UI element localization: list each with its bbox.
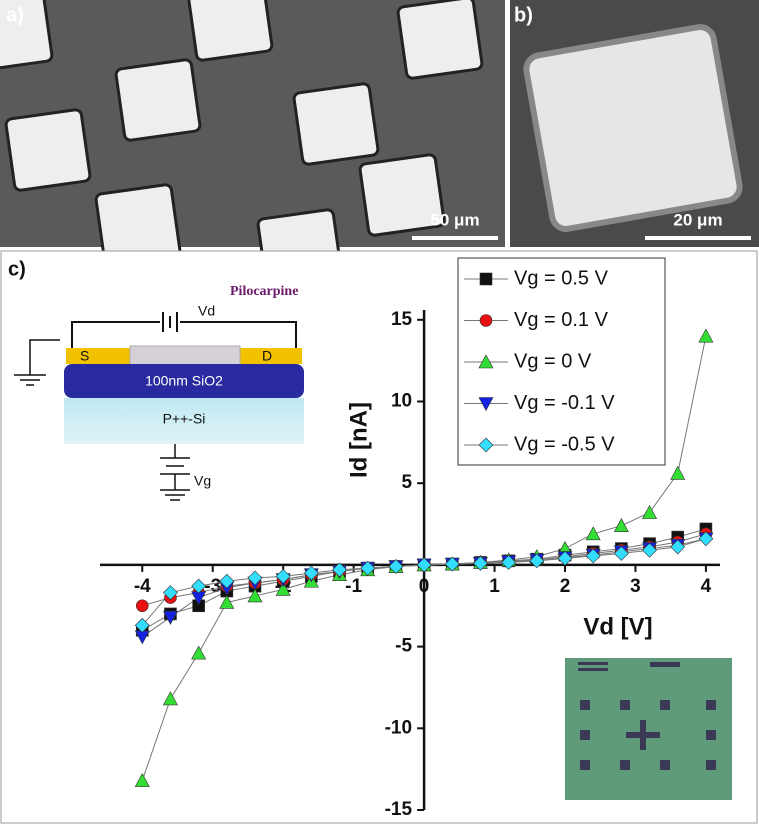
marker bbox=[478, 354, 494, 369]
marker bbox=[478, 397, 494, 412]
marker bbox=[670, 465, 686, 480]
wire bbox=[71, 321, 297, 348]
marker bbox=[529, 553, 545, 569]
marker bbox=[501, 555, 517, 570]
legend-label: Vg = 0.1 V bbox=[514, 309, 609, 331]
vg-label: Vg bbox=[194, 473, 211, 489]
marker bbox=[247, 588, 263, 603]
y-tick-label: 15 bbox=[391, 309, 413, 330]
marker bbox=[219, 573, 235, 589]
legend-label: Vg = 0 V bbox=[514, 350, 592, 372]
panel-label: b) bbox=[514, 4, 533, 26]
legend-label: Vg = -0.1 V bbox=[514, 392, 615, 414]
scale-bar bbox=[412, 236, 498, 240]
panel-a: a) 50 μm bbox=[0, 0, 505, 292]
y-axis-label: Id [nA] bbox=[345, 402, 372, 478]
optical-inset bbox=[565, 658, 732, 800]
marker bbox=[416, 557, 432, 573]
x-axis-label: Vd [V] bbox=[583, 613, 652, 640]
marker bbox=[275, 581, 291, 596]
molecule-label: Pilocarpine bbox=[230, 284, 298, 299]
scale-bar bbox=[645, 236, 751, 240]
gate-source bbox=[160, 444, 190, 501]
marker bbox=[473, 555, 488, 571]
marker bbox=[613, 518, 629, 532]
y-tick-label: 5 bbox=[402, 472, 413, 493]
marker bbox=[191, 578, 207, 594]
marker bbox=[332, 562, 347, 578]
scale-bar-label: 20 μm bbox=[673, 210, 722, 229]
marker bbox=[642, 504, 658, 519]
marker bbox=[557, 550, 573, 566]
y-tick-label: 10 bbox=[391, 391, 412, 412]
marker bbox=[388, 559, 404, 574]
x-tick-label: 0 bbox=[419, 576, 430, 597]
film bbox=[129, 345, 241, 366]
marker bbox=[303, 565, 319, 581]
marker bbox=[478, 437, 494, 453]
y-tick-label: -10 bbox=[385, 717, 412, 738]
substrate bbox=[64, 398, 304, 444]
x-tick-label: 4 bbox=[701, 576, 712, 597]
marker bbox=[444, 556, 460, 572]
marker bbox=[134, 617, 150, 633]
marker bbox=[247, 570, 263, 586]
y-tick-label: -5 bbox=[395, 636, 412, 657]
legend-label: Vg = 0.5 V bbox=[514, 267, 609, 289]
marker bbox=[698, 531, 714, 547]
marker bbox=[275, 568, 291, 584]
marker bbox=[670, 539, 686, 555]
marker bbox=[585, 548, 601, 564]
pads bbox=[578, 662, 716, 770]
y-tick-label: -15 bbox=[385, 799, 413, 820]
x-tick-label: 2 bbox=[560, 576, 571, 597]
marker bbox=[613, 546, 629, 561]
marker bbox=[219, 594, 235, 609]
marker bbox=[162, 691, 178, 706]
marker bbox=[163, 585, 178, 601]
device-schematic: Pilocarpine Vd S D 100nm SiO2 P++-Si Vg bbox=[14, 284, 304, 501]
panel-b: b) 20 μm bbox=[510, 0, 759, 247]
x-tick-label: -1 bbox=[345, 576, 362, 597]
marker bbox=[479, 314, 493, 327]
source-label: S bbox=[80, 348, 89, 364]
legend-label: Vg = -0.5 V bbox=[514, 433, 615, 455]
marker bbox=[360, 560, 376, 576]
drain-label: D bbox=[262, 348, 272, 364]
panel-label: c) bbox=[8, 258, 26, 280]
marker bbox=[642, 542, 657, 558]
oxide-label: 100nm SiO2 bbox=[145, 373, 223, 389]
panel-label: a) bbox=[6, 4, 24, 26]
optical-image bbox=[565, 658, 732, 800]
marker bbox=[698, 328, 714, 343]
marker bbox=[162, 610, 178, 625]
marker bbox=[135, 599, 149, 613]
oxide bbox=[64, 364, 304, 398]
substrate-label: P++-Si bbox=[163, 411, 206, 427]
marker bbox=[479, 272, 493, 286]
sem-square bbox=[523, 24, 743, 232]
x-tick-label: 1 bbox=[489, 576, 500, 597]
marker bbox=[585, 526, 601, 541]
scale-bar-label: 50 μm bbox=[430, 210, 479, 229]
marker bbox=[191, 645, 207, 660]
marker bbox=[134, 772, 150, 787]
vd-label: Vd bbox=[198, 303, 215, 319]
x-tick-label: -3 bbox=[204, 576, 221, 597]
battery bbox=[162, 312, 178, 332]
x-tick-label: 3 bbox=[630, 576, 641, 597]
x-tick-label: -4 bbox=[134, 576, 151, 597]
ground bbox=[14, 339, 60, 386]
